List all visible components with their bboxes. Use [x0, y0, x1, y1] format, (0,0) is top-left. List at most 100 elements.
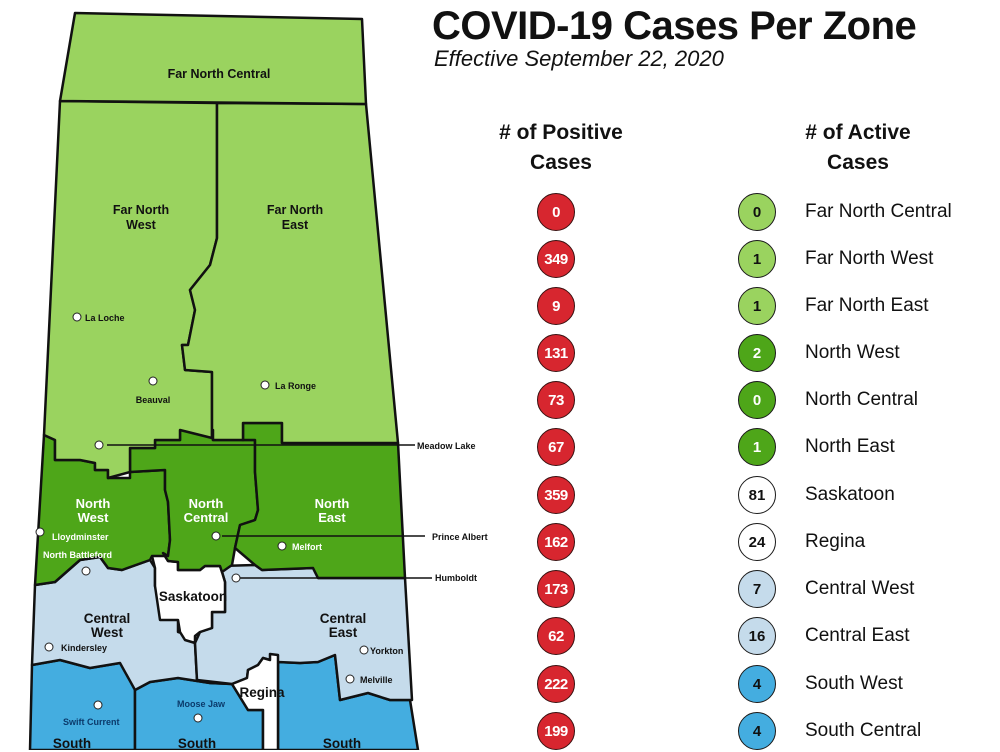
zone-row: 131 2 North West: [0, 334, 1000, 374]
zone-row: 199 4 South Central: [0, 712, 1000, 752]
column-header-positive-line2: Cases: [530, 151, 592, 174]
column-header-active: # of Active Cases: [758, 118, 958, 178]
city-dot-prince-albert: [211, 531, 221, 541]
saskatchewan-zone-map: Far North Central Far North West Far Nor…: [28, 11, 488, 750]
column-header-positive-line1: # of Positive: [499, 121, 623, 144]
positive-cases-badge: 67: [537, 428, 575, 466]
active-cases-badge: 1: [738, 287, 776, 325]
map-label-central-west: Central: [84, 611, 131, 626]
city-label-north-battleford: North Battleford: [43, 550, 112, 560]
active-cases-badge: 4: [738, 712, 776, 750]
map-label-far-north-east: Far North: [267, 203, 323, 217]
zone-name: North West: [805, 342, 900, 363]
zone-row: 173 7 Central West: [0, 570, 1000, 610]
map-label-central-east-2: East: [329, 625, 358, 640]
zone-name: North East: [805, 436, 895, 457]
city-label-humboldt: Humboldt: [435, 573, 477, 583]
positive-cases-badge: 0: [537, 193, 575, 231]
active-cases-badge: 16: [738, 617, 776, 655]
active-cases-badge: 4: [738, 665, 776, 703]
active-cases-badge: 0: [738, 193, 776, 231]
zone-row: 359 81 Saskatoon: [0, 476, 1000, 516]
zone-far-north-east[interactable]: [180, 101, 400, 445]
city-label-la-loche: La Loche: [85, 313, 125, 323]
zone-name: Far North East: [805, 295, 929, 316]
city-dot-melville: [345, 674, 355, 684]
city-label-la-ronge: La Ronge: [275, 381, 316, 391]
map-label-far-north-west: Far North: [113, 203, 169, 217]
city-dot-melfort: [277, 541, 287, 551]
city-dot-beauval: [148, 376, 158, 386]
map-label-south-east: South: [323, 736, 361, 750]
city-dot-la-loche: [72, 312, 82, 322]
positive-cases-badge: 222: [537, 665, 575, 703]
zone-row: 67 1 North East: [0, 428, 1000, 468]
city-label-swift-current: Swift Current: [63, 717, 120, 727]
map-label-far-north-central: Far North Central: [168, 67, 271, 81]
page-subtitle: Effective September 22, 2020: [434, 46, 724, 71]
positive-cases-badge: 359: [537, 476, 575, 514]
city-dot-meadow-lake: [94, 440, 104, 450]
map-label-north-east: North: [315, 496, 350, 511]
city-label-yorkton: Yorkton: [370, 646, 403, 656]
zone-row: 0 0 Far North Central: [0, 193, 1000, 233]
city-label-melville: Melville: [360, 675, 393, 685]
zone-row: 73 0 North Central: [0, 381, 1000, 421]
city-label-lloydminster: Lloydminster: [52, 532, 109, 542]
active-cases-badge: 1: [738, 240, 776, 278]
city-label-beauval: Beauval: [136, 395, 171, 405]
city-dot-swift-current: [93, 700, 103, 710]
map-label-far-north-east-2: East: [282, 218, 309, 232]
zone-row: 222 4 South West: [0, 665, 1000, 705]
zone-name: Central East: [805, 625, 910, 646]
map-label-north-west: North: [76, 496, 111, 511]
map-label-north-central: North: [189, 496, 224, 511]
page-title: COVID-19 Cases Per Zone: [432, 4, 917, 48]
zone-row: 349 1 Far North West: [0, 240, 1000, 280]
active-cases-badge: 81: [738, 476, 776, 514]
active-cases-badge: 1: [738, 428, 776, 466]
positive-cases-badge: 73: [537, 381, 575, 419]
zone-name: Far North Central: [805, 201, 952, 222]
city-dot-yorkton: [359, 645, 369, 655]
zone-row: 62 16 Central East: [0, 617, 1000, 657]
map-label-north-east-2: East: [318, 510, 346, 525]
city-dot-lloydminster: [35, 527, 45, 537]
city-label-kindersley: Kindersley: [61, 643, 107, 653]
city-label-prince-albert: Prince Albert: [432, 532, 488, 542]
active-cases-badge: 7: [738, 570, 776, 608]
zone-row: 162 24 Regina: [0, 523, 1000, 563]
city-dot-kindersley: [44, 642, 54, 652]
map-label-north-central-2: Central: [184, 510, 229, 525]
city-label-meadow-lake: Meadow Lake: [417, 441, 476, 451]
positive-cases-badge: 131: [537, 334, 575, 372]
positive-cases-badge: 199: [537, 712, 575, 750]
map-label-far-north-west-2: West: [126, 218, 156, 232]
map-label-south-central: South: [178, 736, 216, 750]
positive-cases-badge: 162: [537, 523, 575, 561]
zone-name: Far North West: [805, 248, 934, 269]
zone-name: North Central: [805, 389, 918, 410]
zone-far-north-central[interactable]: [58, 11, 368, 106]
map-label-south-west: South: [53, 736, 91, 750]
active-cases-badge: 2: [738, 334, 776, 372]
map-label-saskatoon: Saskatoon: [159, 589, 227, 604]
positive-cases-badge: 173: [537, 570, 575, 608]
map-label-central-east: Central: [320, 611, 367, 626]
active-cases-badge: 0: [738, 381, 776, 419]
positive-cases-badge: 62: [537, 617, 575, 655]
active-cases-badge: 24: [738, 523, 776, 561]
zone-name: Saskatoon: [805, 484, 895, 505]
city-label-melfort: Melfort: [292, 542, 322, 552]
zone-name: South West: [805, 673, 903, 694]
positive-cases-badge: 349: [537, 240, 575, 278]
map-label-regina: Regina: [239, 685, 285, 700]
map-label-central-west-2: West: [91, 625, 124, 640]
zone-name: Central West: [805, 578, 915, 599]
city-dot-moose-jaw: [193, 713, 203, 723]
zone-regina[interactable]: [230, 652, 280, 750]
city-dot-la-ronge: [260, 380, 270, 390]
map-label-north-west-2: West: [78, 510, 109, 525]
column-header-active-line1: # of Active: [805, 121, 911, 144]
column-header-active-line2: Cases: [827, 151, 889, 174]
